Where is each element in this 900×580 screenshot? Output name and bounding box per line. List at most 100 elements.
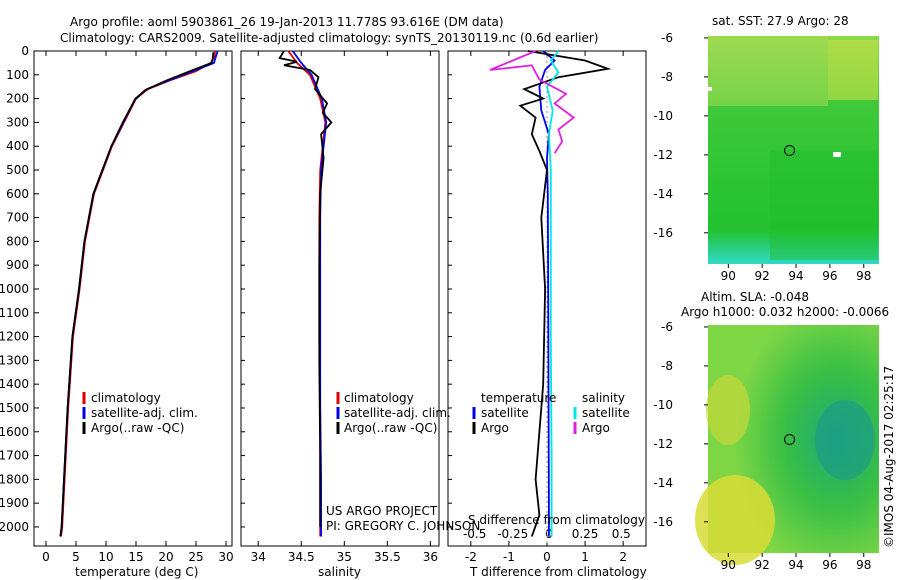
salinity-tick-label: 34 [251,550,266,564]
depth-tick-label: 1900 [0,496,29,510]
difference-panel: -2 -1 0 1 2 -0.5 -0.25 0 0.25 0.5 T difference f… [447,50,647,579]
legend-climatology: climatology [91,391,161,405]
longitude-tick-label: 98 [856,558,871,572]
temperature-tick-label: 30 [218,550,233,564]
salinity-axis-label: salinity [318,565,361,579]
missing-data-pixel [708,87,712,91]
longitude-tick-label: 98 [856,269,871,283]
depth-tick-label: 100 [6,68,29,82]
series-line-climatology [60,50,217,537]
sst-map-title: sat. SST: 27.9 Argo: 28 [712,14,849,28]
depth-tick-label: 800 [6,234,29,248]
sla-low-patch [815,400,875,480]
salinity-tick-label: 35 [337,550,352,564]
salinity-tick-label: 36 [423,550,438,564]
series-line-argo-raw-qc- [278,50,333,527]
depth-tick-label: 1100 [0,306,29,320]
temperature-axis-ticks: 0 5 10 15 20 25 30 [42,51,234,564]
latitude-tick-label: -14 [653,476,673,490]
longitude-tick-label: 94 [788,269,803,283]
legend-s-satellite: satellite [582,406,630,420]
latitude-tick-label: -6 [661,31,673,45]
depth-tick-label: 1800 [0,472,29,486]
temperature-panel: 0100200300400500600700800900100011001200… [0,44,452,579]
argo-float-marker [784,434,796,446]
salinity-axis-ticks: 34 34.5 35 35.5 36 [251,51,438,564]
salinity-panel: 34 34.5 35 35.5 36 salinity climatology sate… [240,50,480,579]
temperature-axis-label: temperature (deg C) [75,565,198,579]
temperature-tick-label: 15 [128,550,143,564]
temperature-series [59,50,219,537]
sst-warm-patch [828,40,878,100]
series-line-argo-raw-qc- [59,52,215,537]
latitude-tick-label: -16 [653,515,673,529]
longitude-tick-label: 96 [822,558,837,572]
s-difference-tick-label: 0.25 [572,527,599,541]
depth-tick-label: 0 [21,44,29,58]
title-line-1: Argo profile: aoml 5903861_26 19-Jan-201… [70,15,504,29]
latitude-tick-label: -12 [653,148,673,162]
temperature-tick-label: 0 [42,550,50,564]
t-difference-axis-ticks: -2 -1 0 1 2 [465,51,627,564]
depth-tick-label: 200 [6,92,29,106]
series-line-t-argo [518,50,612,537]
temperature-tick-label: 10 [98,550,113,564]
t-difference-axis-label: T difference from climatology [469,565,647,579]
sst-warm-patch [708,36,828,106]
depth-tick-label: 1200 [0,330,29,344]
temperature-axes-frame [33,50,233,547]
depth-tick-label: 1700 [0,449,29,463]
sla-high-patch [695,475,775,565]
legend-satellite: satellite-adj. clim. [91,406,198,420]
depth-tick-label: 1400 [0,377,29,391]
legend-t-argo: Argo [481,421,509,435]
longitude-tick-label: 90 [721,558,736,572]
depth-tick-label: 1300 [0,353,29,367]
t-difference-tick-label: 2 [619,550,627,564]
depth-tick-label: 900 [6,258,29,272]
depth-tick-label: 1000 [0,282,29,296]
depth-tick-label: 500 [6,163,29,177]
legend-temperature-title: temperature [481,391,556,405]
s-difference-tick-label: -0.5 [463,527,486,541]
legend-t-satellite: satellite [481,406,529,420]
s-difference-axis-label: S difference from climatology [468,513,645,527]
salinity-series [278,50,333,537]
series-line-satellite-adj-clim- [59,50,219,537]
t-difference-tick-label: -1 [503,550,515,564]
difference-series [489,50,612,537]
latitude-tick-label: -6 [661,320,673,334]
longitude-tick-label: 94 [788,558,803,572]
depth-tick-label: 600 [6,187,29,201]
project-line-2: PI: GREGORY C. JOHNSON [326,519,480,533]
longitude-tick-label: 92 [755,558,770,572]
t-difference-tick-label: 1 [581,550,589,564]
sla-map-ticks: 90 92 94 96 98 -6 -8 -10 -12 -14 -16 [653,320,871,572]
legend-s-argo: Argo [582,421,610,435]
depth-tick-label: 400 [6,139,29,153]
series-line-t-satellite [538,50,556,537]
salinity-tick-label: 35.5 [374,550,401,564]
depth-tick-label: 700 [6,211,29,225]
s-difference-tick-label: 0.5 [612,527,631,541]
latitude-tick-label: -16 [653,226,673,240]
depth-tick-label: 300 [6,115,29,129]
latitude-tick-label: -12 [653,437,673,451]
depth-tick-label: 1500 [0,401,29,415]
depth-axis-ticks: 0 100 200 300 400 500 600 700 800 900 1000 1100 1200… [0,44,452,534]
latitude-tick-label: -8 [661,359,673,373]
temperature-tick-label: 20 [158,550,173,564]
sst-map-ticks: 90 92 94 96 98 -6 -8 -10 -12 -14 -16 [653,31,871,283]
temperature-tick-label: 25 [188,550,203,564]
series-line-s-argo [489,50,576,154]
series-line-s-satellite [546,50,560,537]
longitude-tick-label: 96 [822,269,837,283]
salinity-tick-label: 34.5 [288,550,315,564]
legend-argo: Argo(..raw -QC) [344,421,437,435]
series-line-satellite-adj-clim- [291,50,328,537]
latitude-tick-label: -8 [661,70,673,84]
t-difference-tick-label: 0 [543,550,551,564]
s-difference-axis-ticks: -0.5 -0.25 0 0.25 0.5 [463,51,631,546]
depth-tick-label: 1600 [0,425,29,439]
latitude-tick-label: -14 [653,187,673,201]
